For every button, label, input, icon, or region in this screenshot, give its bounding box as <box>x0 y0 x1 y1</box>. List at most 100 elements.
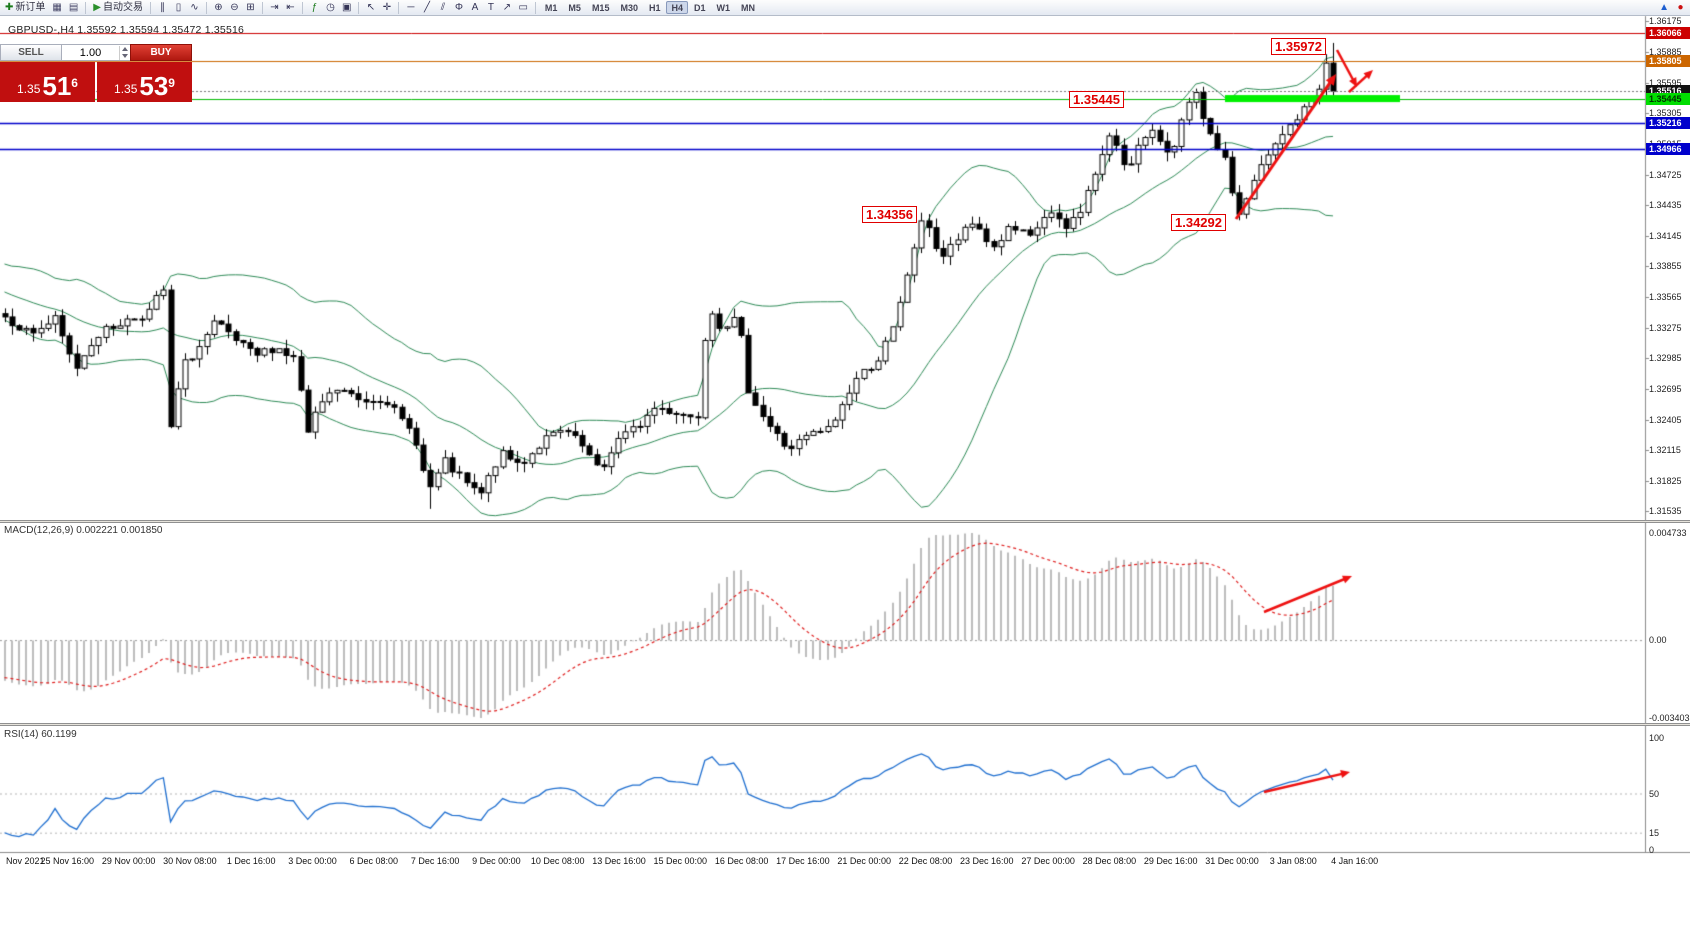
price-tick-label: 1.32405 <box>1649 414 1682 425</box>
time-label: 30 Nov 08:00 <box>163 856 217 866</box>
timeframe-m15-button[interactable]: M15 <box>591 2 610 13</box>
price-marker-1.34966: 1.34966 <box>1646 143 1690 156</box>
price-tick-label: 1.35885 <box>1649 47 1682 58</box>
chart-shift-icon: ⇤ <box>286 1 295 13</box>
tile-windows-button[interactable]: ⊞ <box>243 1 258 15</box>
toolbar-separator <box>398 1 400 14</box>
price-tick-label: 1.32115 <box>1649 445 1681 456</box>
crosshair-icon: ✛ <box>382 1 392 13</box>
price-annotation[interactable]: 1.34292 <box>1171 214 1226 231</box>
timeframe-m5-button[interactable]: M5 <box>568 2 581 13</box>
chart-shift-button[interactable]: ⇤ <box>283 1 298 15</box>
panel-splitter[interactable] <box>0 520 1690 523</box>
toolbar-separator <box>302 1 303 14</box>
channel-tool-icon: ⫽ <box>440 1 446 13</box>
volume-increase-icon[interactable] <box>120 46 130 53</box>
label-tool-icon: T <box>487 1 494 13</box>
time-label: 7 Dec 16:00 <box>410 856 460 866</box>
sell-price-big: 51 <box>42 71 72 101</box>
text-tool-button[interactable]: A <box>467 1 482 15</box>
toolbar: ✚ 新订单 ▦ ▤ ▶ 自动交易 ∥ ▯ ∿ ⊕ ⊖ ⊞ ⇥ ⇤ ƒ ◷ ▣ ↖ ✛ ─ ╱ ⫽ Φ A T ↗ ▭ M1 M5 M15 M… <box>0 0 1690 16</box>
zoom-in-button[interactable]: ⊕ <box>211 1 226 15</box>
timeframe-h4-button[interactable]: H4 <box>666 1 688 14</box>
text-tool-icon: A <box>471 1 479 13</box>
price-tick-label: 1.36175 <box>1649 16 1682 27</box>
templates-icon: ▣ <box>342 1 352 13</box>
bar-chart-button[interactable]: ∥ <box>155 1 170 15</box>
price-tick-label: 1.32985 <box>1649 353 1682 364</box>
toolbar-separator <box>534 1 536 14</box>
channel-tool-button[interactable]: ⫽ <box>435 1 450 15</box>
volume-decrease-icon[interactable] <box>120 53 130 60</box>
toolbar-separator <box>206 1 207 14</box>
zoom-out-button[interactable]: ⊖ <box>227 1 242 15</box>
sell-button[interactable]: SELL <box>0 44 62 61</box>
time-label: 15 Dec 00:00 <box>653 856 708 866</box>
time-label: 31 Dec 00:00 <box>1205 856 1259 866</box>
buy-button[interactable]: BUY <box>130 44 192 61</box>
alert-icon[interactable]: ● <box>1677 1 1684 13</box>
time-label: 17 Dec 16:00 <box>776 856 830 866</box>
line-chart-button[interactable]: ∿ <box>187 1 202 15</box>
price-tick-label: 1.31825 <box>1649 475 1682 486</box>
shapes-tool-button[interactable]: ▭ <box>515 1 530 15</box>
periods-button[interactable]: ◷ <box>323 1 338 15</box>
charts-window-button[interactable]: ▦ <box>49 1 64 15</box>
timeframe-w1-button[interactable]: W1 <box>716 2 731 13</box>
price-marker-1.35216: 1.35216 <box>1646 116 1690 129</box>
label-tool-button[interactable]: T <box>483 1 498 15</box>
trendline-tool-icon: ╱ <box>423 1 430 13</box>
time-label: Nov 2021 <box>6 856 45 866</box>
price-annotation[interactable]: 1.35972 <box>1271 38 1326 55</box>
hline-tool-icon: ─ <box>407 1 415 13</box>
timeframe-d1-button[interactable]: D1 <box>694 2 706 13</box>
volume-input[interactable] <box>62 46 119 59</box>
buy-price-tile[interactable]: 1.35 53 9 <box>97 62 192 102</box>
macd-axis-zero: 0.00 <box>1649 635 1667 645</box>
price-marker-1.36066: 1.36066 <box>1646 27 1690 39</box>
time-label: 21 Dec 00:00 <box>837 856 891 866</box>
trendline-tool-button[interactable]: ╱ <box>419 1 434 15</box>
auto-trading-button-label: 自动交易 <box>103 1 143 13</box>
price-annotation[interactable]: 1.35445 <box>1069 91 1124 108</box>
price-annotation[interactable]: 1.34356 <box>862 206 917 223</box>
price-marker-1.35445: 1.35445 <box>1646 92 1690 105</box>
fibonacci-tool-button[interactable]: Φ <box>451 1 466 15</box>
time-label: 13 Dec 16:00 <box>592 856 646 866</box>
bar-chart-icon: ∥ <box>160 1 165 13</box>
new-order-button[interactable]: ✚ 新订单 <box>2 1 48 15</box>
price-tick-label: 1.35305 <box>1649 108 1682 119</box>
volume-stepper[interactable] <box>62 44 130 61</box>
timeframe-mn-button[interactable]: MN <box>741 2 756 13</box>
indicators-button[interactable]: ƒ <box>307 1 322 15</box>
time-label: 29 Dec 16:00 <box>1143 856 1198 866</box>
macd-axis-min: -0.003403 <box>1649 713 1690 723</box>
timeframe-h1-button[interactable]: H1 <box>648 2 661 13</box>
hline-tool-button[interactable]: ─ <box>403 1 418 15</box>
arrow-tool-button[interactable]: ↗ <box>499 1 514 15</box>
buy-price-prefix: 1.35 <box>114 82 138 96</box>
time-label: 3 Jan 08:00 <box>1269 856 1317 866</box>
auto-scroll-button[interactable]: ⇥ <box>267 1 282 15</box>
shapes-tool-icon: ▭ <box>518 1 528 13</box>
toolbar-separator <box>85 1 87 14</box>
arrow-tool-icon: ↗ <box>502 1 512 13</box>
new-order-button-label: 新订单 <box>15 1 46 13</box>
auto-trading-button[interactable]: ▶ 自动交易 <box>90 1 146 15</box>
scroll-to-latest-icon[interactable]: ▲ <box>1659 1 1669 13</box>
sell-price-tile[interactable]: 1.35 51 6 <box>0 62 95 102</box>
zoom-in-icon: ⊕ <box>214 1 223 13</box>
crosshair-button[interactable]: ✛ <box>379 1 394 15</box>
time-label: 23 Dec 16:00 <box>960 856 1014 866</box>
candlestick-chart-button[interactable]: ▯ <box>171 1 186 15</box>
charts-window-icon: ▦ <box>52 1 62 13</box>
time-label: 10 Dec 08:00 <box>530 856 585 866</box>
profiles-button[interactable]: ▤ <box>66 1 81 15</box>
timeframe-m1-button[interactable]: M1 <box>544 2 558 13</box>
timeframe-m30-button[interactable]: M30 <box>620 2 638 13</box>
panel-splitter[interactable] <box>0 723 1690 726</box>
zoom-out-icon: ⊖ <box>230 1 239 13</box>
cursor-button[interactable]: ↖ <box>363 1 378 15</box>
templates-button[interactable]: ▣ <box>339 1 354 15</box>
